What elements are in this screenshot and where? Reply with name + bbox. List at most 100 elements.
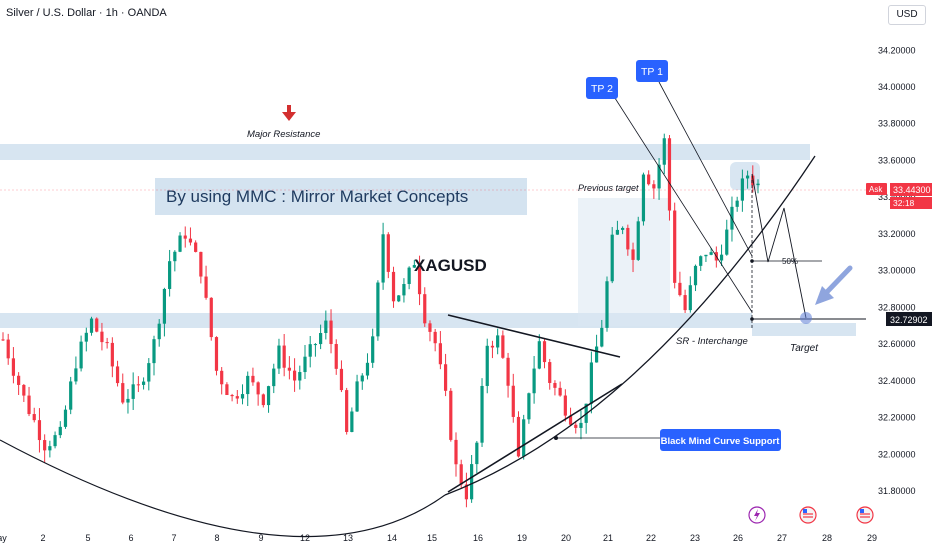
symbol-title[interactable]: Silver / U.S. Dollar · 1h · OANDA: [6, 7, 167, 19]
price-tick-label: 32.40000: [878, 376, 916, 386]
candle-body: [391, 271, 396, 302]
time-tick-label: 27: [777, 533, 787, 543]
candle-body: [667, 138, 672, 211]
curve-support-box: [660, 429, 781, 451]
price-tick-label: 32.20000: [878, 413, 916, 423]
target-circle: [800, 312, 812, 324]
candle-body: [345, 390, 349, 432]
upper-trendline: [447, 314, 621, 358]
candle-body: [641, 174, 646, 222]
time-axis[interactable]: ay 2 5 6 7 8 9 12 13 14 15 16 19 20 21 22 23 26 27 28 29: [0, 533, 877, 543]
candle-body: [626, 227, 630, 250]
candle-body: [350, 411, 354, 432]
candle-body: [657, 164, 661, 189]
candle-body: [756, 183, 760, 186]
candle-body: [74, 368, 78, 382]
price-tick-label: 32.80000: [878, 302, 916, 312]
candle-body: [272, 368, 276, 387]
time-tick-label: 29: [867, 533, 877, 543]
candle-body: [699, 256, 703, 266]
candle-body: [548, 362, 552, 383]
candle-body: [17, 375, 21, 385]
candle-body: [246, 375, 250, 395]
candle-body: [496, 335, 500, 348]
title-annotation: By using MMC : Mirror Market Concepts: [166, 187, 468, 206]
candle-body: [464, 484, 469, 500]
candle-body: [376, 282, 380, 337]
candle-body: [277, 345, 281, 369]
candle-body: [69, 381, 73, 410]
candle-body: [443, 364, 448, 391]
candle-body: [6, 339, 10, 359]
candle-body: [485, 345, 489, 386]
candle-body: [647, 174, 651, 185]
candle-body: [454, 439, 458, 465]
candle-body: [745, 175, 750, 179]
candle-body: [37, 420, 42, 441]
candle-body: [157, 323, 161, 340]
candle-body: [402, 284, 406, 296]
candle-body: [308, 344, 312, 357]
candle-body: [459, 464, 463, 485]
candle-body: [470, 464, 474, 500]
us-flag-icon: [860, 509, 864, 513]
time-tick-label: 6: [128, 533, 133, 543]
ask-time-tag: [890, 197, 932, 209]
candle-body: [225, 384, 229, 396]
candle-body: [360, 375, 364, 382]
candle-body: [568, 415, 573, 425]
tp1-label: TP 1: [641, 66, 663, 78]
time-tick-label: 7: [171, 533, 176, 543]
candle-body: [594, 346, 599, 363]
candle-body: [558, 387, 562, 396]
candle-body: [147, 363, 151, 382]
lower-trendline: [447, 383, 623, 493]
candle-body: [43, 440, 47, 451]
major-resistance-zone: [0, 144, 810, 160]
tp1-line: [658, 81, 753, 257]
candle-body: [516, 416, 521, 457]
candle-body: [173, 251, 177, 262]
candle-body: [355, 381, 359, 412]
time-tick-label: 23: [690, 533, 700, 543]
previous-target-box: [578, 198, 670, 326]
title-box: [155, 178, 527, 215]
us-flag-icon: [799, 506, 817, 524]
candle-body: [490, 345, 495, 348]
candle-body: [298, 372, 302, 381]
lightning-icon: [754, 509, 760, 521]
bowl-curve: [0, 439, 446, 538]
us-flag-icon: [803, 509, 807, 513]
previous-target-label: Previous target: [578, 183, 639, 193]
candle-body: [209, 297, 213, 338]
price-axis[interactable]: 34.2000034.0000033.8000033.6000033.40000…: [866, 0, 932, 550]
sr-interchange-label: SR - Interchange: [676, 336, 748, 347]
candle-body: [621, 227, 625, 230]
candle-body: [126, 398, 130, 403]
candle-body: [256, 382, 260, 395]
candle-body: [735, 200, 739, 207]
candle-body: [204, 276, 208, 298]
candle-body: [553, 382, 557, 388]
candle-body: [188, 238, 193, 243]
candle-body: [527, 393, 531, 420]
blue-arrow-shaft: [822, 265, 853, 297]
tp2-line: [612, 94, 753, 313]
candle-body: [235, 396, 239, 399]
candle-body: [522, 419, 526, 457]
candle-body: [194, 242, 198, 252]
candle-body: [48, 446, 52, 451]
tp2-label: TP 2: [591, 83, 613, 95]
candle-body: [282, 345, 286, 368]
currency-button[interactable]: USD: [888, 5, 926, 25]
candle-body: [589, 362, 593, 404]
candle-body: [131, 384, 135, 399]
candle-body: [84, 332, 88, 342]
support-dot: [554, 436, 558, 440]
candle-body: [240, 394, 245, 399]
candle-body: [532, 368, 536, 394]
lightning-icon: [748, 506, 766, 524]
time-tick-label: 13: [343, 533, 353, 543]
